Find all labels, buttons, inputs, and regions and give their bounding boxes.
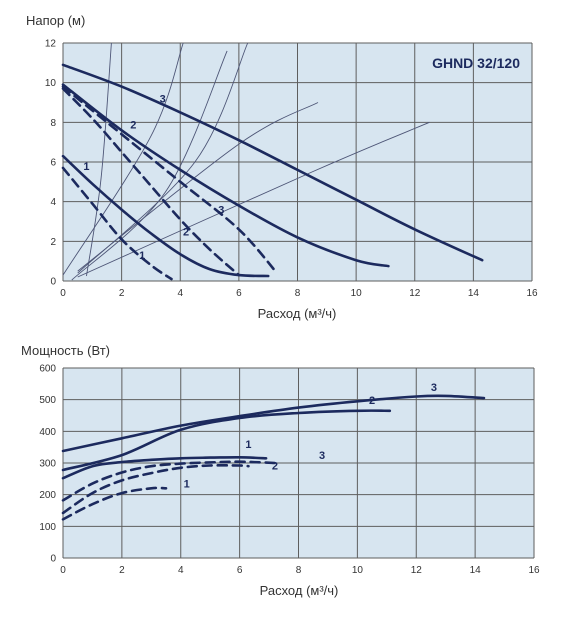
power-x-tick-label: 6	[237, 565, 243, 576]
power-y-tick-label: 200	[39, 490, 56, 501]
head-x-tick-label: 4	[177, 288, 183, 299]
head-x-tick-label: 12	[409, 288, 421, 299]
power-y-tick-label: 400	[39, 427, 56, 438]
head-curve-2-dashed	[61, 87, 241, 277]
head-x-tick-label: 0	[60, 288, 66, 299]
head-curve-label: 1	[139, 250, 145, 262]
head-y-tick-label: 10	[45, 78, 57, 89]
head-series	[61, 63, 484, 281]
head-y-tick-label: 2	[50, 237, 56, 248]
power-x-tick-label: 16	[528, 565, 540, 576]
head-x-tick-label: 16	[526, 288, 538, 299]
head-curve-label: 3	[160, 94, 166, 106]
head-curve-label: 2	[130, 119, 136, 131]
head-y-tick-label: 4	[50, 197, 56, 208]
power-y-tick-label: 300	[39, 459, 56, 470]
head-x-tick-label: 10	[351, 288, 363, 299]
head-grid	[62, 42, 533, 282]
power-x-tick-label: 10	[352, 565, 364, 576]
power-curve-label: 1	[245, 439, 251, 451]
power-x-tick-label: 2	[119, 565, 125, 576]
power-x-tick-label: 4	[178, 565, 184, 576]
power-curve-2-solid	[61, 409, 392, 472]
head-curve-3-dashed	[61, 85, 279, 275]
power-curve-label: 1	[184, 479, 190, 491]
head-system-curve	[77, 102, 319, 272]
power-curve-3-solid	[61, 394, 486, 453]
head-curve-3-solid	[61, 63, 484, 262]
power-y-axis-label: Мощность (Вт)	[21, 343, 110, 358]
head-y-axis-label: Напор (м)	[26, 13, 85, 28]
power-grid	[62, 367, 535, 559]
power-curve-1-dashed	[61, 486, 168, 521]
head-x-tick-label: 6	[236, 288, 242, 299]
power-y-tick-label: 100	[39, 522, 56, 533]
power-x-tick-label: 14	[470, 565, 482, 576]
power-chart: Мощность (Вт) 0 2 4 6 8 10 12 14 160100200300400…	[21, 343, 540, 598]
power-curve-label: 3	[319, 450, 325, 462]
head-system-curve	[77, 121, 430, 278]
power-x-tick-label: 8	[296, 565, 302, 576]
head-y-tick-label: 8	[50, 118, 56, 129]
head-y-tick-label: 0	[50, 277, 56, 288]
head-curve-label: 2	[183, 226, 189, 238]
head-curve-2-solid	[61, 83, 390, 268]
power-curve-label: 3	[431, 382, 437, 394]
power-series	[61, 394, 486, 521]
power-curve-2-dashed	[61, 464, 250, 515]
head-curve-labels: 3 2 1 3 2 1	[83, 94, 224, 263]
power-x-tick-label: 12	[411, 565, 423, 576]
power-y-tick-label: 0	[50, 554, 56, 565]
head-x-tick-label: 2	[119, 288, 125, 299]
power-curve-1-solid	[61, 455, 268, 480]
power-x-axis-label: Расход (м³/ч)	[260, 583, 339, 598]
head-curve-label: 3	[218, 205, 224, 217]
head-curve-1-dashed	[61, 166, 173, 281]
power-y-tick-label: 500	[39, 395, 56, 406]
head-system-curves	[62, 42, 430, 281]
power-curve-3-dashed	[61, 460, 277, 502]
power-curve-labels: 3 2 1 3 2 1	[184, 382, 437, 491]
head-y-tick-label: 6	[50, 158, 56, 169]
power-x-tick-label: 0	[60, 565, 66, 576]
head-system-curve	[86, 42, 112, 277]
head-system-curve	[71, 50, 228, 281]
power-curve-label: 2	[369, 395, 375, 407]
head-x-tick-label: 14	[468, 288, 480, 299]
power-y-tick-label: 600	[39, 364, 56, 375]
head-system-curve	[62, 42, 184, 276]
head-x-tick-label: 8	[295, 288, 301, 299]
head-chart-title: GHND 32/120	[432, 55, 520, 71]
power-curve-label: 2	[272, 460, 278, 472]
head-x-axis-label: Расход (м³/ч)	[258, 306, 337, 321]
head-curve-label: 1	[83, 161, 89, 173]
head-y-tick-label: 12	[45, 39, 57, 50]
head-curve-1-solid	[61, 154, 270, 278]
